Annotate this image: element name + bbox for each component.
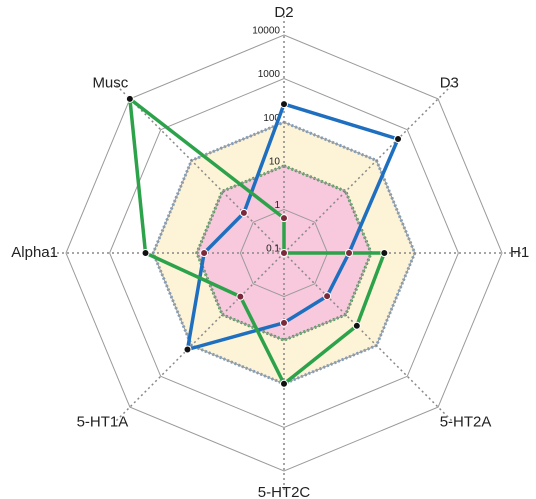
data-point xyxy=(380,249,389,257)
data-point xyxy=(280,100,288,109)
axis-label: D2 xyxy=(274,4,293,21)
data-point xyxy=(280,379,288,388)
data-point xyxy=(394,134,403,143)
data-point xyxy=(345,249,354,257)
grid-ring xyxy=(109,78,459,428)
r-tick-label: 0.1 xyxy=(266,244,280,255)
r-tick-label: 1 xyxy=(274,200,280,211)
axis-label: Alpha1 xyxy=(11,244,58,261)
r-tick-label: 10000 xyxy=(252,26,280,37)
axis-label: 5-HT2C xyxy=(258,484,311,499)
axis-label: Musc xyxy=(92,74,128,91)
data-point xyxy=(200,249,209,257)
grid-ring xyxy=(65,34,503,472)
axis-label: H1 xyxy=(510,244,529,261)
r-tick-label: 10 xyxy=(269,156,281,167)
axis-label: D3 xyxy=(440,74,459,91)
data-point xyxy=(141,249,150,257)
data-point xyxy=(280,318,288,327)
data-point xyxy=(352,321,361,330)
data-point xyxy=(236,292,245,301)
data-point xyxy=(183,345,192,354)
grid-ring xyxy=(239,208,329,298)
data-point xyxy=(125,94,134,103)
data-point xyxy=(323,292,332,301)
data-point xyxy=(280,214,288,223)
grid-ring xyxy=(196,165,372,341)
r-tick-label: 100 xyxy=(263,113,280,124)
axis-label: 5-HT1A xyxy=(77,414,129,431)
r-tick-label: 1000 xyxy=(258,69,281,80)
data-point xyxy=(239,208,248,217)
axis-label: 5-HT2A xyxy=(440,414,492,431)
data-point xyxy=(280,249,288,257)
